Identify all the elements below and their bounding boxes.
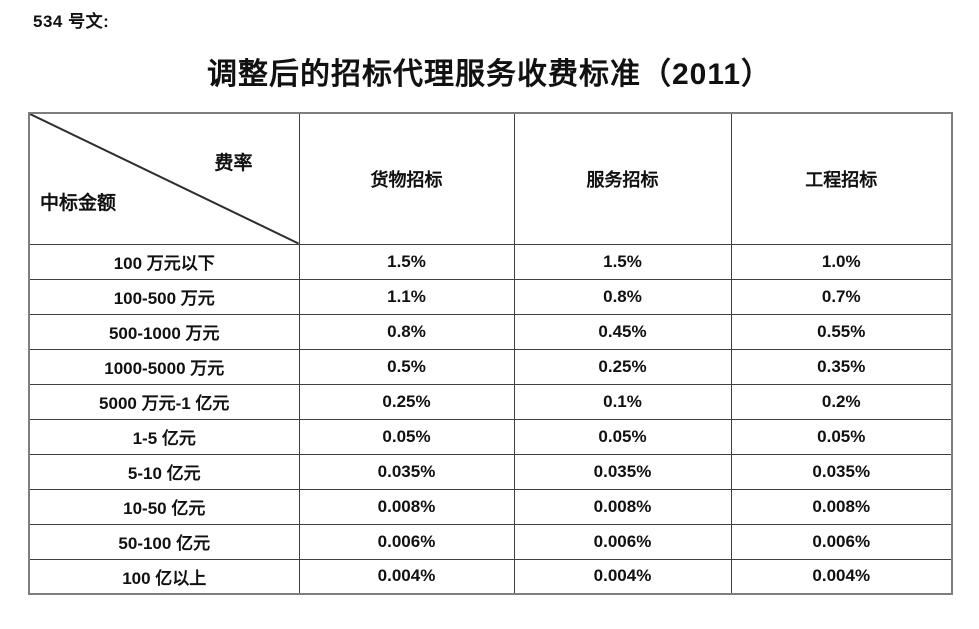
- table-cell: 1.5%: [513, 243, 732, 280]
- row-label: 5-10 亿元: [28, 453, 300, 490]
- table-cell: 0.55%: [730, 313, 953, 350]
- doc-number-label: 534 号文:: [33, 12, 110, 31]
- row-label: 1-5 亿元: [28, 418, 300, 455]
- fee-table-container: 费率 中标金额 货物招标 服务招标 工程招标 100 万元以下 1.5% 1.5…: [28, 112, 953, 595]
- fee-table: 费率 中标金额 货物招标 服务招标 工程招标 100 万元以下 1.5% 1.5…: [28, 112, 953, 595]
- table-row: 50-100 亿元 0.006% 0.006% 0.006%: [28, 523, 953, 560]
- row-label: 50-100 亿元: [28, 523, 300, 560]
- table-cell: 0.035%: [513, 453, 732, 490]
- table-row: 1-5 亿元 0.05% 0.05% 0.05%: [28, 418, 953, 455]
- row-label: 100-500 万元: [28, 278, 300, 315]
- table-cell: 0.05%: [298, 418, 515, 455]
- table-header-row: 费率 中标金额 货物招标 服务招标 工程招标: [28, 112, 953, 245]
- table-cell: 0.008%: [730, 488, 953, 525]
- diagonal-divider-line: [30, 114, 299, 244]
- column-header-engineering: 工程招标: [730, 112, 953, 245]
- table-cell: 0.035%: [730, 453, 953, 490]
- table-cell: 0.006%: [513, 523, 732, 560]
- row-label: 100 亿以上: [28, 558, 300, 595]
- diagonal-header-cell: 费率 中标金额: [28, 112, 300, 245]
- table-row: 100 万元以下 1.5% 1.5% 1.0%: [28, 243, 953, 280]
- table-row: 100 亿以上 0.004% 0.004% 0.004%: [28, 558, 953, 595]
- corner-rate-label: 费率: [214, 153, 253, 174]
- row-label: 100 万元以下: [28, 243, 300, 280]
- table-cell: 0.2%: [730, 383, 953, 420]
- row-label: 1000-5000 万元: [28, 348, 300, 385]
- column-header-goods: 货物招标: [298, 112, 515, 245]
- table-cell: 0.004%: [298, 558, 515, 595]
- page-title: 调整后的招标代理服务收费标准（2011）: [206, 58, 773, 91]
- table-row: 10-50 亿元 0.008% 0.008% 0.008%: [28, 488, 953, 525]
- table-cell: 0.006%: [730, 523, 953, 560]
- column-header-services: 服务招标: [513, 112, 732, 245]
- table-cell: 0.35%: [730, 348, 953, 385]
- table-cell: 0.008%: [513, 488, 732, 525]
- table-cell: 1.5%: [298, 243, 515, 280]
- table-cell: 0.008%: [298, 488, 515, 525]
- table-cell: 0.05%: [513, 418, 732, 455]
- corner-amount-label: 中标金额: [40, 193, 117, 214]
- table-cell: 0.8%: [513, 278, 732, 315]
- row-label: 10-50 亿元: [28, 488, 300, 525]
- table-cell: 0.004%: [513, 558, 732, 595]
- table-cell: 0.5%: [298, 348, 515, 385]
- table-row: 100-500 万元 1.1% 0.8% 0.7%: [28, 278, 953, 315]
- table-cell: 0.7%: [730, 278, 953, 315]
- table-cell: 1.0%: [730, 243, 953, 280]
- row-label: 5000 万元-1 亿元: [28, 383, 300, 420]
- table-row: 500-1000 万元 0.8% 0.45% 0.55%: [28, 313, 953, 350]
- table-row: 5000 万元-1 亿元 0.25% 0.1% 0.2%: [28, 383, 953, 420]
- table-row: 5-10 亿元 0.035% 0.035% 0.035%: [28, 453, 953, 490]
- table-cell: 0.004%: [730, 558, 953, 595]
- table-cell: 0.8%: [298, 313, 515, 350]
- table-cell: 0.1%: [513, 383, 732, 420]
- table-cell: 0.05%: [730, 418, 953, 455]
- table-cell: 0.45%: [513, 313, 732, 350]
- table-cell: 0.035%: [298, 453, 515, 490]
- table-cell: 0.006%: [298, 523, 515, 560]
- table-cell: 0.25%: [513, 348, 732, 385]
- table-cell: 1.1%: [298, 278, 515, 315]
- row-label: 500-1000 万元: [28, 313, 300, 350]
- table-cell: 0.25%: [298, 383, 515, 420]
- table-row: 1000-5000 万元 0.5% 0.25% 0.35%: [28, 348, 953, 385]
